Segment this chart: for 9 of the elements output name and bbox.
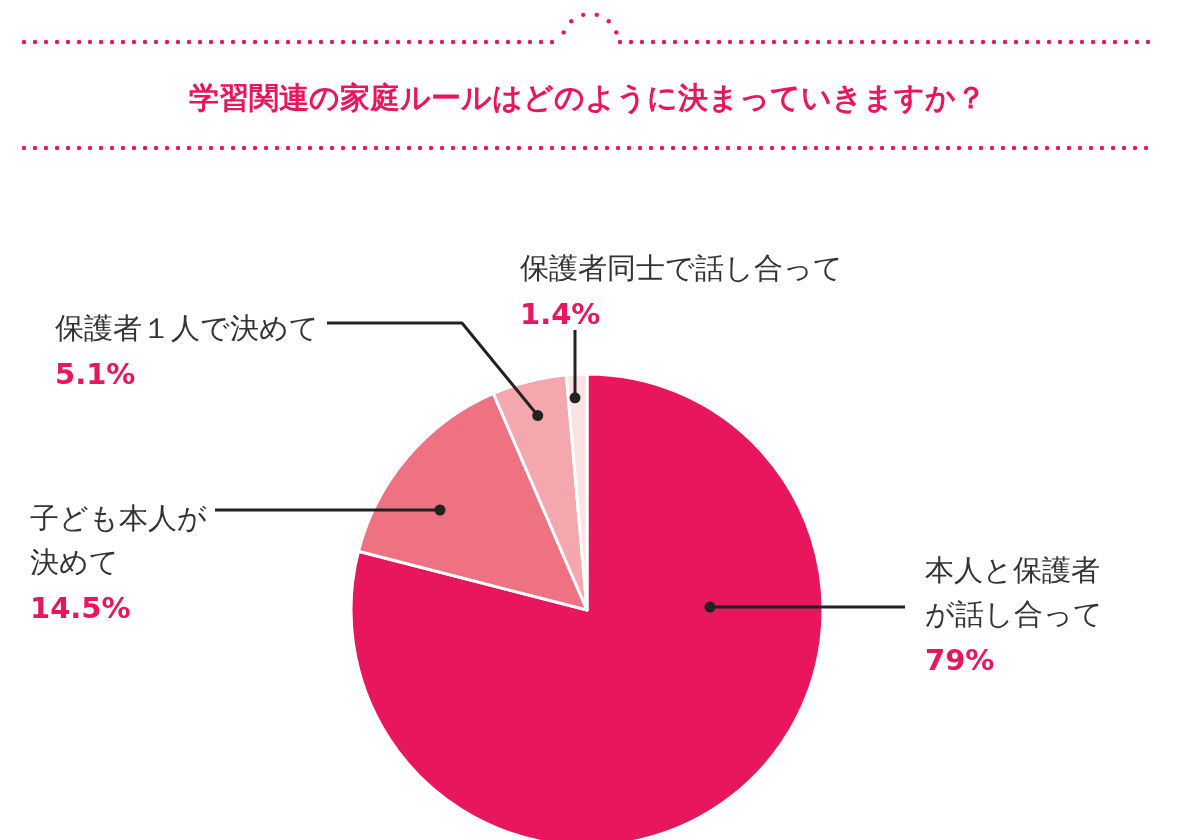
slice-label: 本人と保護者が話し合って	[925, 553, 1103, 631]
slice-label: 保護者同士で話し合って	[520, 251, 843, 285]
data-label: 1.4%	[520, 297, 601, 331]
slice-label: 子ども本人が決めて	[30, 501, 207, 579]
data-label: 79%	[925, 643, 995, 677]
data-label: 14.5%	[30, 591, 131, 625]
slice-label: 保護者１人で決めて	[55, 311, 319, 345]
data-label: 5.1%	[55, 357, 136, 391]
chart-title: 学習関連の家庭ルールはどのように決まっていきますか？	[188, 80, 986, 115]
